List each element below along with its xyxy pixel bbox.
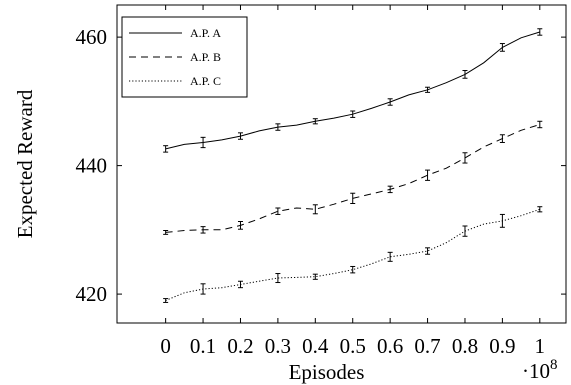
error-bar-a-p-c	[499, 213, 505, 228]
error-bar-a-p-b	[237, 220, 243, 230]
error-bar-a-p-b	[499, 134, 505, 143]
error-bar-a-p-a	[200, 136, 206, 149]
legend-box	[121, 16, 248, 98]
error-bar-a-p-b	[163, 229, 169, 235]
x-tick-label: 0.1	[190, 334, 216, 358]
error-bar-a-p-c	[237, 280, 243, 289]
error-bar-a-p-a	[425, 86, 431, 93]
error-bar-a-p-c	[537, 206, 543, 213]
y-tick-label: 420	[76, 282, 108, 306]
error-bar-a-p-b	[312, 204, 318, 215]
series-line-a-p-b	[165, 124, 540, 233]
error-bar-a-p-c	[275, 273, 281, 284]
error-bar-a-p-b	[462, 152, 468, 164]
x-tick-label: 0.7	[414, 334, 440, 358]
error-bar-a-p-c	[425, 247, 431, 255]
x-tick-label: 0.8	[452, 334, 478, 358]
error-bar-a-p-a	[163, 145, 169, 153]
y-tick-label: 460	[76, 25, 108, 49]
plot-layer	[163, 28, 543, 303]
x-tick-label: 0.4	[302, 334, 329, 358]
error-bar-a-p-b	[200, 226, 206, 234]
x-tick-label: 0.5	[340, 334, 366, 358]
x-tick-label: 0.2	[227, 334, 253, 358]
error-bar-a-p-a	[462, 70, 468, 79]
x-tick-label: 0	[160, 334, 171, 358]
error-bar-a-p-a	[275, 123, 281, 131]
legend-label-a-p-c: A.P. C	[190, 74, 221, 88]
x-axis-multiplier-base: ·10	[522, 359, 550, 383]
error-bar-a-p-a	[237, 132, 243, 140]
error-bar-a-p-a	[537, 28, 543, 36]
series-line-a-p-c	[165, 208, 540, 301]
x-axis-multiplier-exponent: 8	[550, 357, 558, 373]
x-tick-label: 0.6	[377, 334, 403, 358]
error-bar-a-p-b	[387, 185, 393, 194]
error-bar-a-p-b	[537, 120, 543, 129]
legend-label-a-p-b: A.P. B	[190, 50, 221, 64]
error-bar-a-p-c	[387, 251, 393, 262]
y-axis-title: Expected Reward	[13, 89, 37, 238]
error-bar-a-p-a	[499, 43, 505, 52]
x-tick-label: 1	[535, 334, 546, 358]
legend-label-a-p-a: A.P. A	[190, 26, 221, 40]
x-tick-label: 0.9	[489, 334, 515, 358]
error-bar-a-p-b	[275, 207, 281, 215]
error-bar-a-p-a	[387, 98, 393, 106]
plot-frame	[116, 4, 567, 324]
error-bar-a-p-a	[350, 110, 356, 118]
error-bar-a-p-c	[163, 298, 169, 303]
x-axis-title: Episodes	[289, 360, 365, 384]
y-tick-label: 440	[76, 154, 108, 178]
error-bar-a-p-b	[350, 192, 356, 205]
x-axis-multiplier: ·108	[522, 357, 558, 383]
legend: A.P. A A.P. B A.P. C	[121, 16, 248, 98]
error-bar-a-p-c	[200, 283, 206, 295]
error-bar-a-p-b	[425, 169, 431, 181]
error-bar-a-p-c	[312, 273, 318, 280]
x-tick-label: 0.3	[265, 334, 291, 358]
ticks-layer: 420 440 460 0 0.1 0.2 0.3 0.4 0.5 0.6 0.7 0.8 0.9 1	[76, 5, 566, 358]
error-bar-a-p-a	[312, 118, 318, 125]
error-bar-a-p-c	[462, 225, 468, 237]
error-bar-a-p-c	[350, 265, 356, 274]
